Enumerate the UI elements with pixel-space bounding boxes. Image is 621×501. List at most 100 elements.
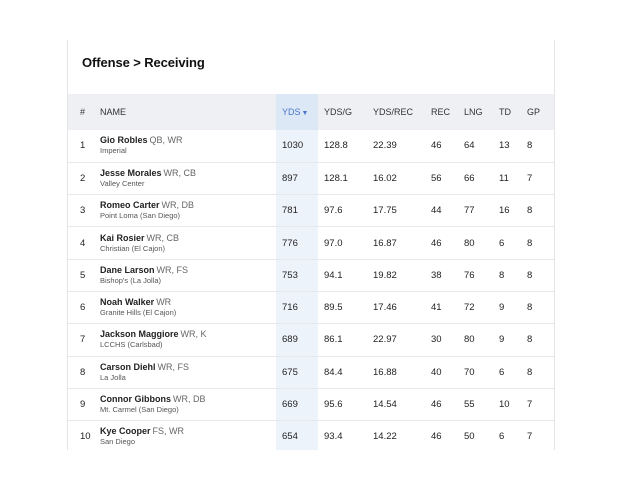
header-yds[interactable]: YDS▼ — [276, 94, 318, 130]
yds-per-rec-cell: 22.97 — [373, 334, 397, 346]
yds-cell: 897 — [276, 162, 318, 195]
table-row: 5 Dane Larson WR, FS Bishop's (La Jolla) … — [68, 259, 554, 292]
rank-cell: 4 — [80, 237, 86, 249]
player-cell: Kai Rosier WR, CB Christian (El Cajon) — [100, 227, 276, 259]
player-name-link[interactable]: Gio Robles — [100, 135, 148, 146]
td-cell: 9 — [499, 334, 505, 346]
player-cell: Kye Cooper FS, WR San Diego — [100, 421, 276, 450]
lng-cell: 55 — [464, 399, 475, 411]
player-school: Mt. Carmel (San Diego) — [100, 405, 179, 415]
receiving-stats-table: # NAME YDS▼ YDS/G YDS/REC REC LNG TD GP … — [68, 94, 554, 450]
page-title: Offense > Receiving — [82, 55, 205, 70]
table-row: 3 Romeo Carter WR, DB Point Loma (San Die… — [68, 194, 554, 227]
player-school: Imperial — [100, 146, 127, 156]
player-cell: Connor Gibbons WR, DB Mt. Carmel (San Die… — [100, 388, 276, 420]
player-name-link[interactable]: Noah Walker — [100, 297, 155, 308]
rec-cell: 41 — [431, 302, 442, 314]
header-rank[interactable]: # — [80, 107, 86, 117]
rank-cell: 10 — [80, 431, 91, 443]
player-school: San Diego — [100, 437, 136, 447]
rank-cell: 9 — [80, 399, 86, 411]
player-name-line: Jackson Maggiore WR, K — [100, 329, 276, 340]
player-name-link[interactable]: Kye Cooper — [100, 426, 151, 437]
lng-cell: 70 — [464, 366, 475, 378]
header-rec[interactable]: REC — [431, 107, 451, 117]
header-yds-label: YDS — [282, 107, 301, 117]
player-school: LCCHS (Carlsbad) — [100, 340, 163, 350]
yds-per-game-cell: 94.1 — [324, 269, 343, 281]
table-row: 7 Jackson Maggiore WR, K LCCHS (Carlsbad)… — [68, 323, 554, 357]
yds-per-game-cell: 84.4 — [324, 366, 343, 378]
td-cell: 11 — [499, 172, 509, 184]
yds-per-game-cell: 86.1 — [324, 334, 343, 346]
table-row: 10 Kye Cooper FS, WR San Diego 654 93.4 1… — [68, 420, 554, 450]
table-row: 9 Connor Gibbons WR, DB Mt. Carmel (San D… — [68, 388, 554, 421]
player-name-line: Gio Robles QB, WR — [100, 135, 276, 146]
player-name-link[interactable]: Romeo Carter — [100, 200, 160, 211]
player-cell: Jesse Morales WR, CB Valley Center — [100, 162, 276, 194]
yds-per-rec-cell: 16.02 — [373, 172, 397, 184]
yds-cell: 753 — [276, 259, 318, 292]
lng-cell: 76 — [464, 269, 475, 281]
player-name-line: Connor Gibbons WR, DB — [100, 394, 276, 405]
lng-cell: 77 — [464, 205, 475, 217]
player-name-link[interactable]: Jesse Morales — [100, 167, 162, 178]
table-row: 2 Jesse Morales WR, CB Valley Center 897 … — [68, 162, 554, 195]
header-yds-per-game[interactable]: YDS/G — [324, 107, 353, 117]
gp-cell: 8 — [527, 140, 533, 152]
rank-cell: 5 — [80, 269, 86, 281]
table-row: 1 Gio Robles QB, WR Imperial 1030 128.8 2… — [68, 130, 554, 163]
td-cell: 10 — [499, 399, 510, 411]
td-cell: 8 — [499, 269, 505, 281]
yds-per-rec-cell: 17.46 — [373, 302, 397, 314]
yds-cell: 689 — [276, 323, 318, 357]
yds-cell: 1030 — [276, 130, 318, 163]
header-lng[interactable]: LNG — [464, 107, 483, 117]
rank-cell: 8 — [80, 366, 86, 378]
player-name-link[interactable]: Carson Diehl — [100, 361, 156, 372]
yds-cell: 776 — [276, 226, 318, 260]
table-row: 8 Carson Diehl WR, FS La Jolla 675 84.4 1… — [68, 356, 554, 389]
player-name-link[interactable]: Kai Rosier — [100, 232, 145, 243]
header-gp[interactable]: GP — [527, 107, 541, 117]
yds-per-game-cell: 93.4 — [324, 431, 343, 443]
yds-cell: 781 — [276, 194, 318, 227]
rec-cell: 38 — [431, 269, 442, 281]
player-name-link[interactable]: Connor Gibbons — [100, 394, 171, 405]
player-cell: Gio Robles QB, WR Imperial — [100, 130, 276, 162]
header-name[interactable]: NAME — [100, 107, 127, 117]
header-td[interactable]: TD — [499, 107, 511, 117]
player-school: Granite Hills (El Cajon) — [100, 308, 177, 318]
yds-per-game-cell: 89.5 — [324, 302, 343, 314]
yds-per-rec-cell: 16.87 — [373, 237, 397, 249]
gp-cell: 7 — [527, 431, 533, 443]
yds-per-rec-cell: 16.88 — [373, 366, 397, 378]
td-cell: 6 — [499, 431, 505, 443]
rank-cell: 3 — [80, 205, 86, 217]
rank-cell: 6 — [80, 302, 86, 314]
sort-descending-icon: ▼ — [301, 110, 309, 117]
table-body: 1 Gio Robles QB, WR Imperial 1030 128.8 2… — [68, 130, 554, 450]
lng-cell: 80 — [464, 237, 475, 249]
yds-per-rec-cell: 19.82 — [373, 269, 397, 281]
yds-per-rec-cell: 14.54 — [373, 399, 397, 411]
rec-cell: 46 — [431, 399, 442, 411]
player-name-line: Kye Cooper FS, WR — [100, 426, 276, 437]
player-cell: Noah Walker WR Granite Hills (El Cajon) — [100, 291, 276, 323]
yds-per-game-cell: 128.1 — [324, 172, 348, 184]
player-name-line: Jesse Morales WR, CB — [100, 168, 276, 179]
gp-cell: 8 — [527, 237, 533, 249]
yds-per-game-cell: 95.6 — [324, 399, 343, 411]
header-yds-per-rec[interactable]: YDS/REC — [373, 107, 414, 117]
gp-cell: 7 — [527, 399, 533, 411]
player-school: Point Loma (San Diego) — [100, 211, 181, 221]
player-name-link[interactable]: Dane Larson — [100, 264, 155, 275]
player-position: WR — [156, 297, 172, 308]
player-position: WR, FS — [157, 361, 190, 372]
player-name-link[interactable]: Jackson Maggiore — [100, 329, 179, 340]
td-cell: 13 — [499, 140, 510, 152]
player-school: Bishop's (La Jolla) — [100, 275, 162, 285]
player-name-line: Romeo Carter WR, DB — [100, 200, 276, 211]
gp-cell: 7 — [527, 172, 533, 184]
yds-per-rec-cell: 14.22 — [373, 431, 397, 443]
